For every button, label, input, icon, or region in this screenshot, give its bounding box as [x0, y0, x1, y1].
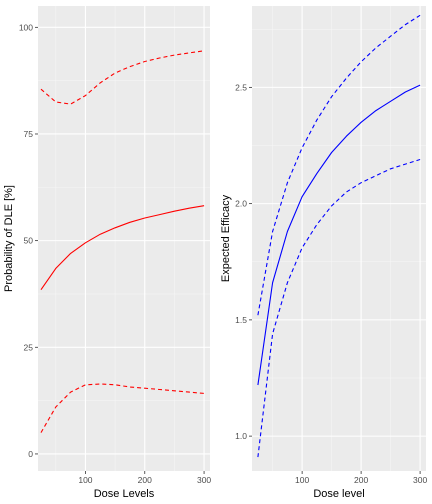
x-axis-title: Dose level	[313, 488, 364, 500]
plot-background	[252, 6, 426, 471]
x-tick-label: 200	[138, 475, 152, 485]
x-tick-label: 300	[413, 475, 427, 485]
right-panel-expected-efficacy: 100 200 300 1.0 1.5 2.0 2.5 Dose level Expected …	[220, 6, 427, 500]
y-tick-label: 1.0	[235, 431, 247, 441]
y-tick-label: 2.0	[235, 199, 247, 209]
y-tick-label: 75	[24, 129, 34, 139]
series-line-estimate	[40, 205, 205, 291]
y-tick-label: 25	[24, 342, 34, 352]
y-tick-label: 2.5	[235, 82, 247, 92]
y-tick-label: 100	[19, 22, 33, 32]
y-tick-label: 1.5	[235, 315, 247, 325]
x-axis-title: Dose Levels	[94, 488, 155, 500]
y-tick-label: 0	[28, 449, 33, 459]
x-tick-label: 100	[295, 475, 309, 485]
y-axis-title: Expected Efficacy	[220, 194, 232, 282]
series-line-lower	[257, 158, 421, 458]
y-tick-label: 50	[24, 236, 34, 246]
x-tick-label: 200	[354, 475, 368, 485]
x-tick-label: 100	[78, 475, 92, 485]
series-line-upper	[257, 14, 421, 316]
y-axis-title: Probability of DLE [%]	[3, 185, 15, 292]
plot-background	[38, 6, 210, 471]
series-line-estimate	[257, 84, 421, 386]
x-tick-label: 300	[197, 475, 211, 485]
